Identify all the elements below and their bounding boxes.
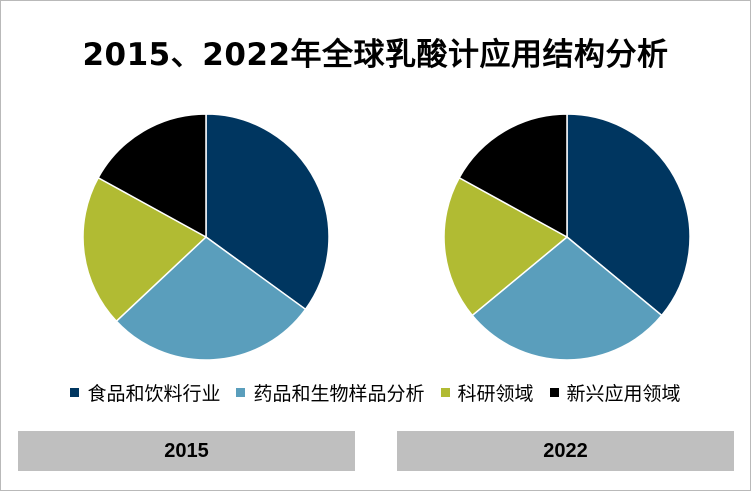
- slice-food-beverage: [566, 113, 691, 317]
- slice-pharma-bio: [115, 236, 307, 361]
- legend: 食品和饮料行业 药品和生物样品分析 科研领域 新兴应用领域: [1, 379, 750, 406]
- pie-chart-2015: [82, 113, 330, 361]
- legend-swatch: [70, 388, 80, 397]
- legend-swatch: [236, 388, 246, 397]
- legend-swatch: [440, 388, 450, 397]
- slice-research: [82, 176, 207, 322]
- slice-emerging: [97, 113, 207, 238]
- slice-emerging: [458, 113, 568, 238]
- year-label-2015: 2015: [18, 431, 355, 471]
- legend-label: 药品和生物样品分析: [253, 383, 425, 405]
- chart-title: 2015、2022年全球乳酸计应用结构分析: [82, 37, 669, 73]
- slice-food-beverage: [205, 113, 330, 311]
- pie-chart-2022: [443, 113, 691, 361]
- year-label-2022: 2022: [397, 431, 734, 471]
- legend-label: 食品和饮料行业: [87, 383, 221, 405]
- legend-swatch: [549, 388, 559, 397]
- slice-research: [443, 176, 568, 317]
- legend-label: 科研领域: [457, 383, 534, 405]
- slice-pharma-bio: [471, 236, 663, 361]
- legend-item-pharma-bio: 药品和生物样品分析: [236, 379, 425, 406]
- legend-item-emerging: 新兴应用领域: [549, 379, 681, 406]
- legend-item-research: 科研领域: [440, 379, 534, 406]
- legend-label: 新兴应用领域: [566, 383, 681, 405]
- legend-item-food-beverage: 食品和饮料行业: [70, 379, 220, 406]
